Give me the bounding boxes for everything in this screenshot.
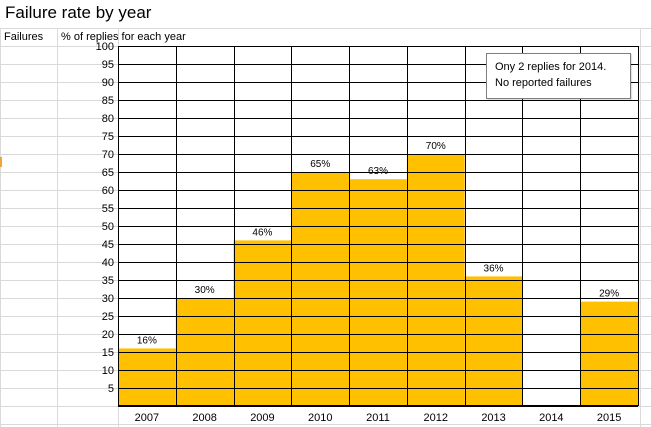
x-tick-label: 2007	[135, 412, 159, 424]
data-label: 30%	[195, 285, 215, 296]
y-tick-label: 100	[96, 41, 114, 53]
y-tick-label: 55	[102, 203, 114, 215]
annotation-line-1: Ony 2 replies for 2014.	[495, 61, 607, 73]
y-tick-label: 95	[102, 59, 114, 71]
y-tick-label: 75	[102, 131, 114, 143]
y-tick-label: 65	[102, 167, 114, 179]
x-tick-label: 2014	[539, 412, 563, 424]
data-label: 70%	[426, 141, 446, 152]
x-tick-label: 2015	[597, 412, 621, 424]
data-label: 36%	[484, 263, 504, 274]
x-tick-label: 2011	[366, 412, 390, 424]
y-tick-label: 40	[102, 257, 114, 269]
data-label: 65%	[310, 159, 330, 170]
bar-2015	[580, 301, 638, 406]
bar-2009	[233, 240, 292, 406]
bar-2011	[349, 179, 407, 406]
y-tick-label: 20	[102, 329, 114, 341]
data-label: 63%	[368, 166, 388, 177]
y-tick-label: 30	[102, 293, 114, 305]
y-tick-label: 10	[102, 365, 114, 377]
y-tick-label: 50	[102, 221, 114, 233]
x-tick-label: 2012	[424, 412, 448, 424]
x-tick-label: 2013	[481, 412, 505, 424]
bar-2010	[291, 172, 350, 406]
y-tick-label: 45	[102, 239, 114, 251]
y-tick-label: 85	[102, 95, 114, 107]
annotation-line-2: No reported failures	[495, 77, 592, 89]
y-tick-label: 25	[102, 311, 114, 323]
data-label: 16%	[137, 335, 157, 346]
annotation-note: Ony 2 replies for 2014. No reported fail…	[486, 53, 631, 99]
chart-title: Failure rate by year	[5, 3, 152, 22]
y-tick-label: 35	[102, 275, 114, 287]
x-tick-label: 2010	[308, 412, 332, 424]
y-tick-label: 5	[108, 383, 114, 395]
x-tick-label: 2009	[250, 412, 274, 424]
y-tick-label: 70	[102, 149, 114, 161]
cell-cursor-marker	[0, 157, 2, 167]
bar-2007	[118, 348, 176, 406]
data-label: 46%	[252, 227, 272, 238]
data-label: 29%	[599, 289, 619, 300]
bar-2013	[464, 276, 523, 406]
y-tick-label: 15	[102, 347, 114, 359]
y-tick-label: 90	[102, 77, 114, 89]
y-tick-label: 80	[102, 113, 114, 125]
y-tick-label: 60	[102, 185, 114, 197]
x-tick-label: 2008	[192, 412, 216, 424]
percent-column-header: % of replies for each year	[61, 31, 186, 43]
failures-column-header: Failures	[4, 31, 44, 43]
